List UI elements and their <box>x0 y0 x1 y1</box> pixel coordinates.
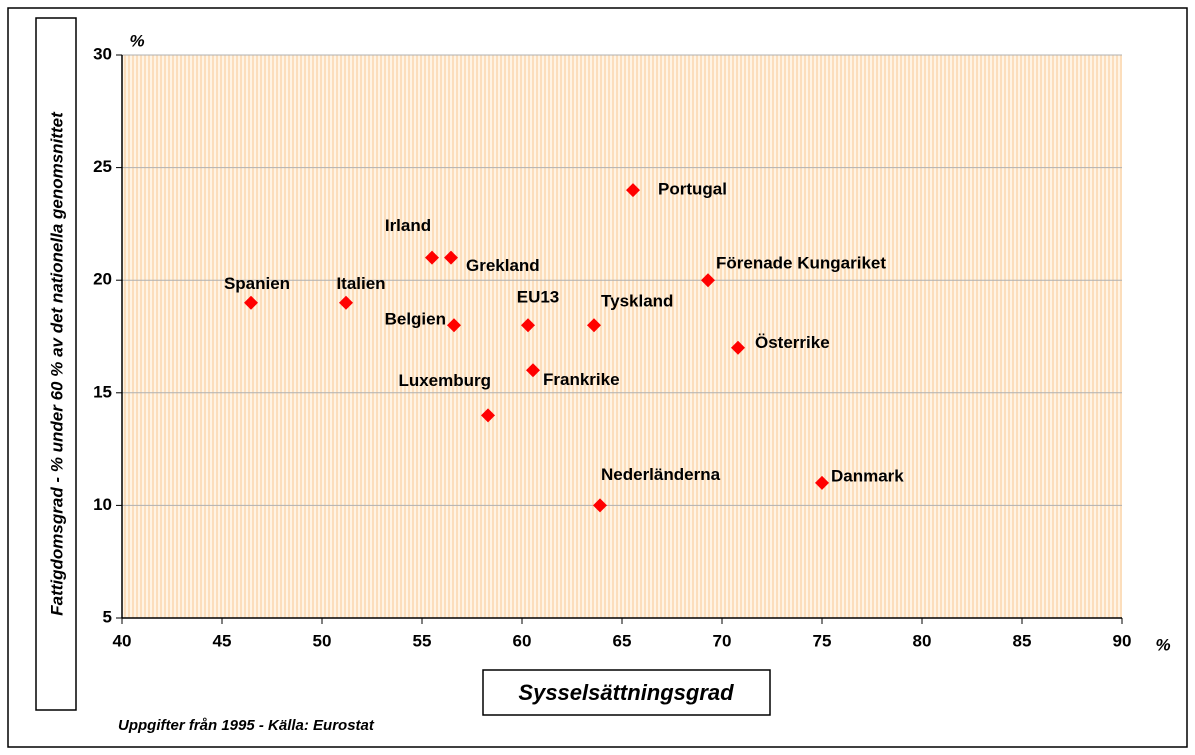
point <box>425 250 439 265</box>
point-label: Belgien <box>385 310 446 329</box>
point <box>815 475 829 490</box>
point-label: Tyskland <box>601 292 673 311</box>
point <box>526 363 540 378</box>
point <box>731 340 745 355</box>
x-tick-label: 75 <box>813 631 832 650</box>
frame <box>7 7 1188 748</box>
x-tick-label: 80 <box>913 631 932 650</box>
y-tick-label: 5 <box>103 607 112 626</box>
y-tick-label: 30 <box>93 44 112 63</box>
x-tick-label: 85 <box>1013 631 1032 650</box>
y-tick-label: 10 <box>93 495 112 514</box>
point-label: Spanien <box>224 274 290 293</box>
point <box>626 183 640 198</box>
point <box>587 318 601 333</box>
y-label-box <box>35 17 77 711</box>
y-tick-label: 25 <box>93 157 112 176</box>
point <box>701 273 715 288</box>
point-label: Förenade Kungariket <box>716 254 886 273</box>
x-tick-label: 90 <box>1113 631 1132 650</box>
y-tick-label: 15 <box>93 382 112 401</box>
point <box>521 318 535 333</box>
point-label: Österrike <box>755 333 830 352</box>
point-label: Irland <box>385 216 431 235</box>
y-unit: % <box>129 31 144 50</box>
point-label: Luxemburg <box>398 371 491 390</box>
point-label: Frankrike <box>543 370 620 389</box>
x-tick-label: 40 <box>113 631 132 650</box>
point-label: Portugal <box>658 180 727 199</box>
point-label: EU13 <box>517 288 560 307</box>
x-tick-label: 45 <box>213 631 232 650</box>
y-axis-label: Fattigdomsgrad - % under 60 % av det nat… <box>47 111 66 616</box>
source-note: Uppgifter från 1995 - Källa: Eurostat <box>118 717 375 734</box>
y-tick-label: 20 <box>93 270 112 289</box>
point <box>244 295 258 310</box>
point <box>444 250 458 265</box>
x-unit: % <box>1155 635 1170 654</box>
point <box>481 408 495 423</box>
plot-area <box>122 55 1122 618</box>
point-label: Italien <box>336 274 385 293</box>
x-tick-label: 65 <box>613 631 632 650</box>
point-label: Danmark <box>831 466 904 485</box>
point <box>593 498 607 513</box>
x-tick-label: 60 <box>513 631 532 650</box>
point <box>339 295 353 310</box>
x-tick-label: 70 <box>713 631 732 650</box>
x-label-box <box>482 669 771 716</box>
point-label: Grekland <box>466 256 540 275</box>
x-tick-label: 50 <box>313 631 332 650</box>
x-axis-label: Sysselsättningsgrad <box>518 680 734 705</box>
point <box>447 318 461 333</box>
x-tick-label: 55 <box>413 631 432 650</box>
point-label: Nederländerna <box>601 465 721 484</box>
